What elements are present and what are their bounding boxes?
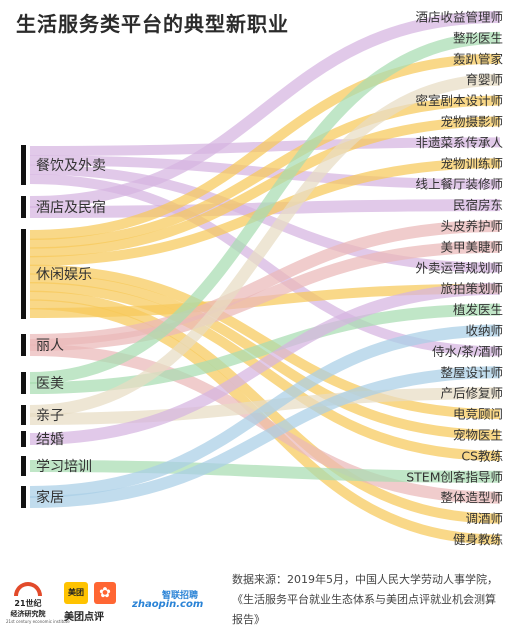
flow-link (29, 273, 501, 440)
chart-title: 生活服务类平台的典型新职业 (16, 12, 289, 36)
data-source-note: 数据来源：2019年5月，中国人民大学劳动人事学院，《生活服务平台就业生态体系与… (232, 573, 498, 626)
source-label: 医美 (36, 376, 64, 392)
target-label: 宠物训练师 (440, 156, 503, 171)
source-label: 酒店及民宿 (36, 199, 106, 216)
target-label: 头皮养护师 (440, 219, 503, 234)
target-label: 宠物医生 (453, 428, 503, 443)
source-label: 学习培训 (36, 459, 92, 475)
flow-link (29, 460, 501, 483)
target-label: 线上餐厅装修师 (415, 177, 503, 192)
target-label: 调酒师 (465, 511, 503, 526)
source-bar (21, 456, 26, 476)
target-label: 宠物摄影师 (440, 114, 503, 129)
target-label: 轰趴管家 (453, 51, 504, 66)
source-label: 丽人 (36, 338, 64, 354)
flow-link (29, 324, 501, 498)
target-label: 整体造型师 (440, 490, 503, 505)
target-label: 侍水/茶/酒师 (432, 344, 503, 359)
flow-link (29, 282, 501, 445)
dianping-icon: ✿ (94, 582, 116, 604)
target-label: 育婴师 (465, 72, 503, 87)
source-bar (21, 431, 26, 447)
meituan-square-icon: 美团 (64, 582, 88, 604)
target-label: 旅拍策划师 (440, 281, 503, 296)
source-bar (21, 145, 26, 185)
arc-icon (14, 582, 42, 596)
meituan-text: 美团点评 (64, 612, 104, 623)
footer: 21世纪 经济研究院 21st century economic institu… (0, 560, 511, 638)
source-label: 休闲娱乐 (36, 267, 92, 283)
zhaopin-logo: 智联招聘 zhaopin.com (132, 588, 204, 636)
target-label: 整屋设计师 (440, 365, 503, 380)
flow-link (29, 240, 501, 351)
logo-21-line3: 21st century economic institute (6, 619, 70, 624)
flow-link (29, 264, 501, 420)
flow-link (29, 53, 501, 240)
target-label: 密室剧本设计师 (415, 93, 503, 108)
flow-link (29, 95, 501, 249)
source-bars (21, 145, 26, 508)
source-bar (21, 196, 26, 218)
flow-link (29, 116, 501, 258)
target-label: CS教练 (461, 448, 503, 463)
flow-link (29, 73, 501, 417)
source-label: 餐饮及外卖 (36, 158, 106, 174)
target-label: 电竞顾问 (453, 407, 503, 422)
target-label: 产后修复师 (440, 386, 503, 401)
target-label: STEM创客指导师 (406, 469, 503, 484)
target-label: 收纳师 (465, 323, 503, 338)
source-bar (21, 334, 26, 356)
source-label: 亲子 (36, 408, 64, 424)
flow-link (29, 366, 501, 508)
target-label: 整形医生 (453, 30, 503, 45)
logo-21-line2: 经济研究院 (10, 610, 46, 618)
target-label: 植发医生 (453, 302, 503, 317)
target-label: 酒店收益管理师 (415, 10, 503, 25)
target-labels: 酒店收益管理师整形医生轰趴管家育婴师密室剧本设计师宠物摄影师非遗菜系传承人宠物训… (406, 10, 503, 548)
target-label: 外卖运营规划师 (415, 260, 503, 275)
zhaopin-top: 智联招聘 (161, 591, 198, 601)
flow-link (29, 164, 501, 273)
21st-century-economic-institute-logo: 21世纪 经济研究院 21st century economic institu… (6, 582, 70, 630)
source-bar (21, 372, 26, 394)
logo-21-line1: 21世纪 (14, 599, 42, 608)
target-label: 民宿房东 (453, 198, 503, 213)
flow-link (29, 11, 501, 208)
target-label: 非遗菜系传承人 (415, 135, 503, 150)
source-bar (21, 486, 26, 508)
flow-links (29, 11, 501, 545)
meituan-dianping-logo: 美团 ✿ 美团点评 (64, 582, 122, 630)
flow-link (29, 303, 501, 394)
source-bar (21, 405, 26, 425)
source-bar (21, 229, 26, 319)
target-label: 健身教练 (453, 532, 504, 547)
source-label: 结婚 (36, 432, 64, 448)
zhaopin-main: zhaopin.com (132, 599, 204, 610)
source-label: 家居 (36, 489, 64, 506)
flow-link (29, 31, 501, 384)
flow-link (29, 282, 501, 461)
target-label: 美甲美睫师 (440, 239, 503, 254)
